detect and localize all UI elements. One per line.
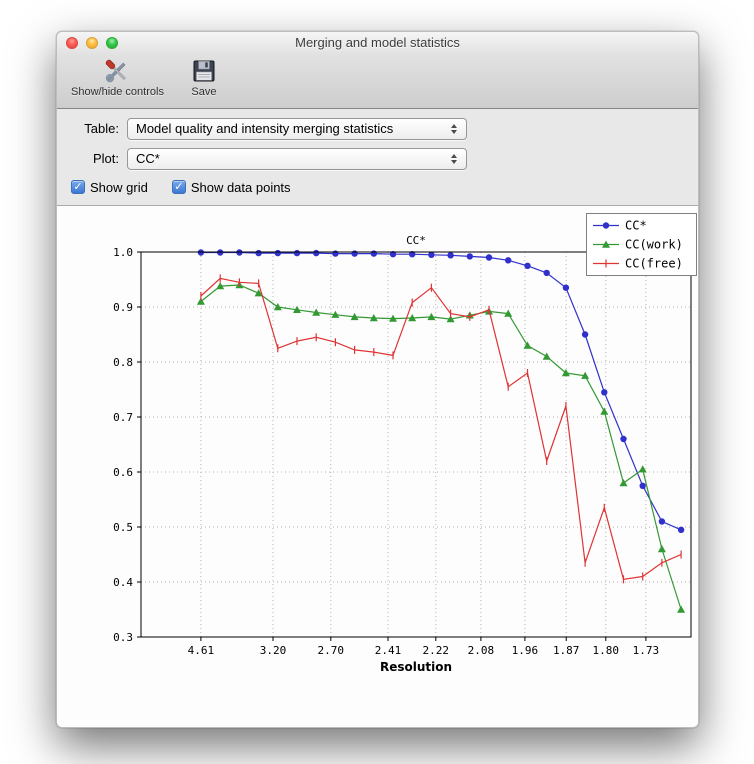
chart-frame <box>140 251 692 638</box>
y-tick-label: 0.7 <box>113 411 133 424</box>
close-button[interactable] <box>66 37 78 49</box>
y-tick-label: 1.0 <box>113 246 133 259</box>
y-tick-label: 0.4 <box>113 576 133 589</box>
plot-row: Plot: CC* <box>71 147 698 170</box>
table-label: Table: <box>84 121 119 136</box>
x-tick-label: 1.87 <box>553 644 580 657</box>
y-tick-label: 0.8 <box>113 356 133 369</box>
checkbox-row: ✓ Show grid ✓ Show data points <box>71 177 698 197</box>
x-tick-label: 1.73 <box>633 644 660 657</box>
checkbox-label: Show data points <box>190 179 291 195</box>
checkmark-icon: ✓ <box>71 180 85 194</box>
y-tick-label: 0.6 <box>113 466 133 479</box>
zoom-button[interactable] <box>106 37 118 49</box>
chart-series-1 <box>196 281 686 613</box>
plot-area: 0.3 0.4 0.5 0.6 0.7 0.8 0.9 1.0 4.61 3.20 2.70 2.41… <box>57 206 698 727</box>
legend-entry-label: CC(work) <box>625 238 683 252</box>
y-tick-label: 0.5 <box>113 521 133 534</box>
chart-axes: 0.3 0.4 0.5 0.6 0.7 0.8 0.9 1.0 4.61 3.20 2.70 2.41… <box>113 246 659 657</box>
x-tick-label: 2.70 <box>318 644 345 657</box>
show-hide-controls-button[interactable]: Show/hide controls <box>71 57 164 98</box>
x-tick-label: 3.20 <box>260 644 287 657</box>
x-tick-label: 2.08 <box>468 644 495 657</box>
x-tick-label: 4.61 <box>188 644 215 657</box>
minimize-button[interactable] <box>86 37 98 49</box>
titlebar: Merging and model statistics <box>57 32 698 54</box>
x-tick-label: 1.80 <box>593 644 620 657</box>
toolbar-button-label: Save <box>191 86 217 98</box>
chart-legend: CC* CC(work) CC(free) <box>586 213 697 276</box>
chart-grid <box>141 251 691 638</box>
x-tick-label: 2.41 <box>375 644 402 657</box>
toolbar: Show/hide controls Save <box>57 54 698 109</box>
y-tick-label: 0.3 <box>113 631 133 644</box>
plot-select-value: CC* <box>136 151 160 166</box>
checkbox-label: Show grid <box>90 179 148 195</box>
legend-entry-label: CC(free) <box>625 257 683 271</box>
chart-series-0 <box>197 249 685 533</box>
window-title: Merging and model statistics <box>295 35 460 50</box>
save-icon <box>192 57 216 85</box>
legend-entry-label: CC* <box>625 219 647 233</box>
tools-icon <box>102 57 132 85</box>
controls-panel: Table: Model quality and intensity mergi… <box>57 109 698 206</box>
plot-select[interactable]: CC* <box>127 147 467 170</box>
table-select-value: Model quality and intensity merging stat… <box>136 121 394 136</box>
table-row: Table: Model quality and intensity mergi… <box>71 117 698 140</box>
y-tick-label: 0.9 <box>113 301 133 314</box>
traffic-lights <box>66 37 118 49</box>
chart: 0.3 0.4 0.5 0.6 0.7 0.8 0.9 1.0 4.61 3.20 2.70 2.41… <box>113 213 697 674</box>
chart-series-2 <box>200 274 682 584</box>
chart-title: CC* <box>406 234 426 247</box>
app-window: Merging and model statistics Show/hide c… <box>56 31 699 728</box>
toolbar-button-label: Show/hide controls <box>71 86 164 98</box>
stepper-icon <box>446 153 462 164</box>
table-select[interactable]: Model quality and intensity merging stat… <box>127 117 467 140</box>
x-tick-label: 1.96 <box>512 644 539 657</box>
checkmark-icon: ✓ <box>171 180 186 194</box>
plot-label: Plot: <box>92 151 119 166</box>
save-button[interactable]: Save <box>184 57 224 98</box>
stepper-icon <box>446 123 462 134</box>
x-tick-label: 2.22 <box>423 644 450 657</box>
show-grid-checkbox[interactable]: ✓ Show grid <box>71 180 148 195</box>
show-data-points-checkbox[interactable]: ✓ Show data points <box>171 179 291 195</box>
chart-xlabel: Resolution <box>380 660 452 674</box>
